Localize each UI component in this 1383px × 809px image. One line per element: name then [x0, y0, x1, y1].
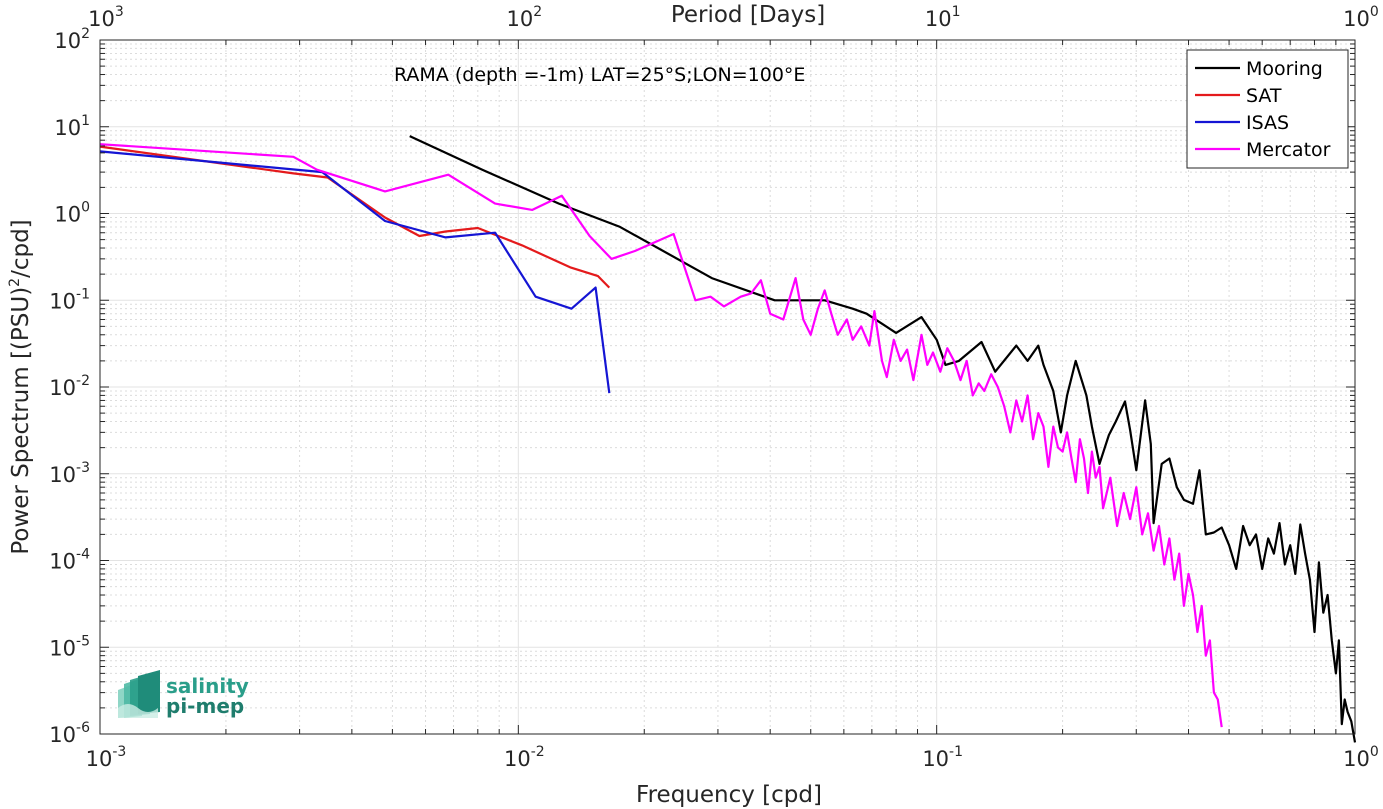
- top-tick-label-exp: 1: [952, 4, 961, 20]
- x-tick-label-exp: -2: [531, 744, 545, 760]
- y-tick-label: 100: [54, 200, 90, 227]
- y-tick-label-base: 10: [54, 29, 81, 53]
- y-tick-label-exp: -2: [76, 373, 90, 389]
- x-tick-label-exp: -1: [949, 744, 963, 760]
- top-tick-label: 101: [925, 4, 961, 31]
- x-tick-label-base: 10: [504, 747, 531, 771]
- top-axis-label: Period [Days]: [671, 2, 825, 28]
- x-tick-label: 100: [1343, 744, 1379, 771]
- y-tick-label-exp: 0: [81, 200, 90, 216]
- y-tick-label-base: 10: [49, 463, 76, 487]
- top-tick-label: 100: [1343, 4, 1379, 31]
- y-tick-label-base: 10: [49, 636, 76, 660]
- top-tick-label-base: 10: [925, 7, 952, 31]
- y-tick-label-exp: -4: [76, 547, 90, 563]
- y-axis-label-sup: 2: [7, 278, 23, 287]
- y-tick-label-exp: -1: [76, 286, 90, 302]
- y-axis-label: Power Spectrum [(PSU)2/cpd]: [7, 219, 34, 554]
- top-tick-label-exp: 0: [1370, 4, 1379, 20]
- y-tick-label-base: 10: [49, 723, 76, 747]
- y-tick-label: 101: [54, 113, 90, 140]
- top-tick-label: 103: [88, 4, 124, 31]
- y-tick-label-exp: -3: [76, 460, 90, 476]
- x-tick-label-base: 10: [1343, 747, 1370, 771]
- top-tick-label: 102: [507, 4, 543, 31]
- top-tick-labels: 103 102 101 100: [88, 4, 1379, 31]
- y-tick-label-base: 10: [49, 289, 76, 313]
- y-tick-label: 10-3: [49, 460, 90, 487]
- y-tick-label-exp: -5: [76, 633, 90, 649]
- series-line-mercator: [99, 143, 1223, 728]
- series-line-mooring: [409, 135, 1357, 743]
- top-tick-label-base: 10: [88, 7, 115, 31]
- top-tick-label-base: 10: [507, 7, 534, 31]
- y-tick-label: 10-6: [49, 720, 90, 747]
- legend-label-sat: SAT: [1246, 85, 1282, 107]
- x-tick-label-base: 10: [922, 747, 949, 771]
- y-tick-label: 10-2: [49, 373, 90, 400]
- y-tick-label: 10-1: [49, 286, 90, 313]
- series-line-sat: [99, 145, 611, 289]
- top-tick-label-exp: 2: [533, 4, 542, 20]
- x-tick-labels: 10-3 10-2 10-1 100: [86, 744, 1379, 771]
- top-tick-label-exp: 3: [115, 4, 124, 20]
- legend-label-mercator: Mercator: [1246, 139, 1331, 161]
- salinity-pi-mep-logo: salinity pi-mep: [118, 670, 249, 718]
- y-tick-label-exp: 1: [81, 113, 90, 129]
- y-tick-label-base: 10: [49, 376, 76, 400]
- x-tick-label-base: 10: [86, 747, 113, 771]
- legend: Mooring SAT ISAS Mercator: [1186, 49, 1349, 169]
- chart-annotation: RAMA (depth =-1m) LAT=25°S;LON=100°E: [394, 64, 805, 86]
- y-tick-label-exp: 2: [81, 26, 90, 42]
- x-tick-label-exp: -3: [112, 744, 126, 760]
- tick-marks: [99, 39, 1356, 735]
- y-tick-label-base: 10: [54, 203, 81, 227]
- logo-text-line1: salinity: [166, 674, 249, 698]
- y-tick-label: 10-5: [49, 633, 90, 660]
- x-tick-label-exp: 0: [1370, 744, 1379, 760]
- y-axis-label-main: Power Spectrum [(PSU): [8, 287, 34, 555]
- x-tick-label: 10-2: [504, 744, 545, 771]
- legend-label-mooring: Mooring: [1246, 58, 1323, 80]
- series-layer: [99, 135, 1357, 743]
- y-tick-label-exp: -6: [76, 720, 90, 736]
- x-tick-label: 10-1: [922, 744, 963, 771]
- legend-items: Mooring SAT ISAS Mercator: [1195, 58, 1331, 161]
- logo-waves-icon: [118, 670, 160, 718]
- y-tick-label-base: 10: [54, 116, 81, 140]
- y-tick-label: 10-4: [49, 547, 90, 574]
- x-tick-label: 10-3: [86, 744, 127, 771]
- series-line-isas: [99, 150, 611, 394]
- y-axis-label-suffix: /cpd]: [8, 219, 34, 278]
- x-axis-label: Frequency [cpd]: [636, 782, 822, 808]
- legend-label-isas: ISAS: [1246, 112, 1289, 134]
- logo-text-line2: pi-mep: [166, 694, 244, 718]
- top-tick-label-base: 10: [1343, 7, 1370, 31]
- y-tick-label: 102: [54, 26, 90, 53]
- y-tick-label-base: 10: [49, 550, 76, 574]
